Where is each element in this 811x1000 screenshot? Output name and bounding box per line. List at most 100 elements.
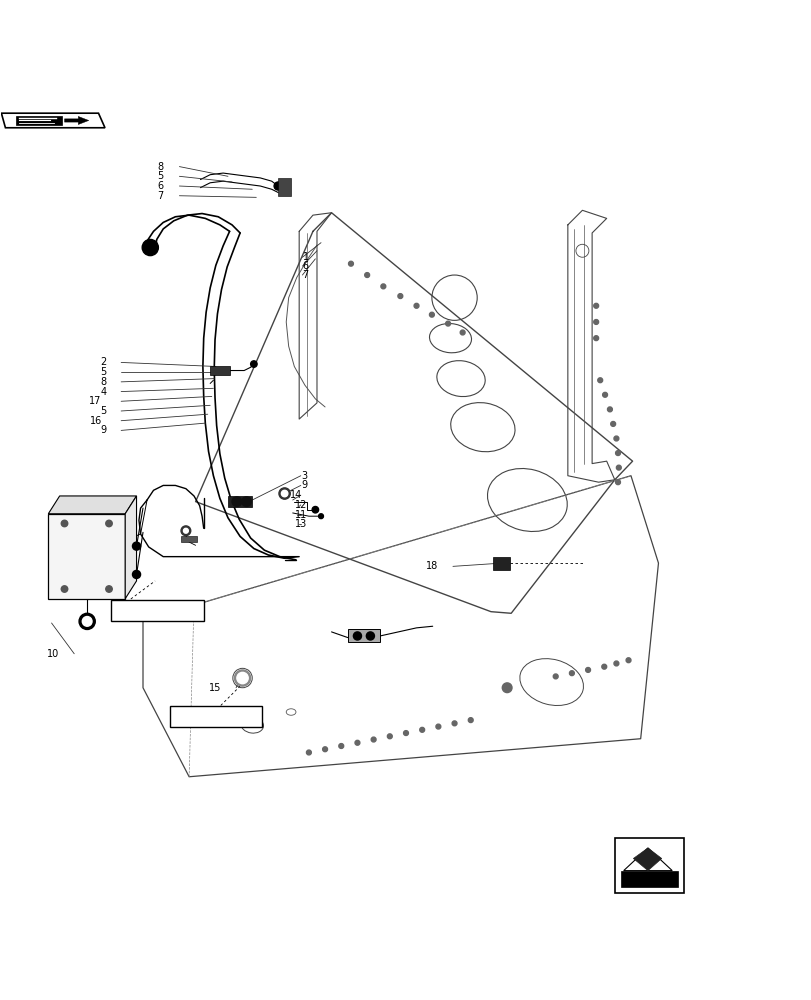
Circle shape xyxy=(229,717,235,723)
Circle shape xyxy=(105,586,112,592)
Circle shape xyxy=(593,320,598,324)
Circle shape xyxy=(429,312,434,317)
Circle shape xyxy=(354,740,359,745)
Text: 35.359.03: 35.359.03 xyxy=(132,606,182,616)
Text: 5: 5 xyxy=(101,367,106,377)
Text: 10: 10 xyxy=(47,649,59,659)
Circle shape xyxy=(502,683,512,693)
Circle shape xyxy=(610,422,615,426)
Text: 5: 5 xyxy=(101,406,106,416)
Text: 18: 18 xyxy=(426,561,438,571)
Text: 11: 11 xyxy=(294,510,307,520)
Circle shape xyxy=(242,497,251,506)
Circle shape xyxy=(601,664,606,669)
Circle shape xyxy=(414,303,418,308)
Text: 17: 17 xyxy=(89,396,101,406)
Circle shape xyxy=(615,480,620,485)
Circle shape xyxy=(597,378,602,383)
Circle shape xyxy=(364,273,369,277)
Polygon shape xyxy=(2,113,105,128)
Text: 7: 7 xyxy=(303,270,308,280)
Circle shape xyxy=(142,239,158,256)
Text: 8: 8 xyxy=(157,162,163,172)
Circle shape xyxy=(105,520,112,527)
Polygon shape xyxy=(64,116,88,125)
Circle shape xyxy=(322,747,327,752)
Text: 9: 9 xyxy=(101,425,106,435)
Circle shape xyxy=(318,514,323,519)
Circle shape xyxy=(183,528,188,533)
Text: 16: 16 xyxy=(89,416,101,426)
Polygon shape xyxy=(16,116,62,125)
Circle shape xyxy=(607,407,611,412)
Circle shape xyxy=(181,526,191,536)
Circle shape xyxy=(61,520,67,527)
Circle shape xyxy=(387,734,392,739)
Circle shape xyxy=(61,586,67,592)
Circle shape xyxy=(397,294,402,299)
Circle shape xyxy=(366,632,374,640)
Circle shape xyxy=(311,506,318,513)
Text: 15: 15 xyxy=(209,683,221,693)
Circle shape xyxy=(353,632,361,640)
Polygon shape xyxy=(228,496,252,507)
Circle shape xyxy=(281,490,287,497)
FancyBboxPatch shape xyxy=(169,706,262,727)
Circle shape xyxy=(348,261,353,266)
Circle shape xyxy=(237,672,248,684)
Circle shape xyxy=(251,361,257,367)
Text: 4: 4 xyxy=(101,387,106,397)
Text: 3: 3 xyxy=(301,471,307,481)
Circle shape xyxy=(593,303,598,308)
Circle shape xyxy=(452,721,457,726)
Circle shape xyxy=(615,451,620,455)
Circle shape xyxy=(613,436,618,441)
Circle shape xyxy=(613,661,618,666)
Bar xyxy=(614,838,683,893)
Text: 7: 7 xyxy=(157,191,163,201)
Circle shape xyxy=(274,182,282,190)
Circle shape xyxy=(132,542,140,550)
Polygon shape xyxy=(633,848,661,871)
Circle shape xyxy=(616,465,620,470)
Polygon shape xyxy=(125,496,136,599)
Circle shape xyxy=(419,727,424,732)
Circle shape xyxy=(445,321,450,326)
Text: 1: 1 xyxy=(303,252,308,262)
Polygon shape xyxy=(210,366,230,375)
Polygon shape xyxy=(493,557,509,570)
Circle shape xyxy=(593,336,598,341)
Circle shape xyxy=(338,744,343,748)
Circle shape xyxy=(625,658,630,663)
Text: 6: 6 xyxy=(157,181,163,191)
Circle shape xyxy=(403,731,408,735)
Polygon shape xyxy=(623,848,672,871)
Circle shape xyxy=(232,497,242,506)
Polygon shape xyxy=(620,871,677,887)
Circle shape xyxy=(602,392,607,397)
Circle shape xyxy=(569,671,573,676)
Circle shape xyxy=(279,488,290,499)
Text: 9: 9 xyxy=(301,480,307,490)
Text: 5: 5 xyxy=(157,171,163,181)
Circle shape xyxy=(436,724,440,729)
Circle shape xyxy=(371,737,375,742)
Bar xyxy=(49,514,125,599)
Text: 14: 14 xyxy=(290,490,302,500)
Text: 13: 13 xyxy=(294,519,307,529)
Circle shape xyxy=(460,330,465,335)
Text: 39.100.01: 39.100.01 xyxy=(191,711,241,721)
Circle shape xyxy=(132,570,140,578)
Circle shape xyxy=(552,674,557,679)
Circle shape xyxy=(79,613,95,629)
Polygon shape xyxy=(181,536,197,542)
Text: 6: 6 xyxy=(303,261,308,271)
Text: 12: 12 xyxy=(294,500,307,510)
Circle shape xyxy=(82,617,92,626)
Circle shape xyxy=(380,284,385,289)
Circle shape xyxy=(468,718,473,723)
Polygon shape xyxy=(347,629,380,642)
Text: 8: 8 xyxy=(101,377,106,387)
Circle shape xyxy=(585,668,590,672)
Polygon shape xyxy=(278,178,290,196)
